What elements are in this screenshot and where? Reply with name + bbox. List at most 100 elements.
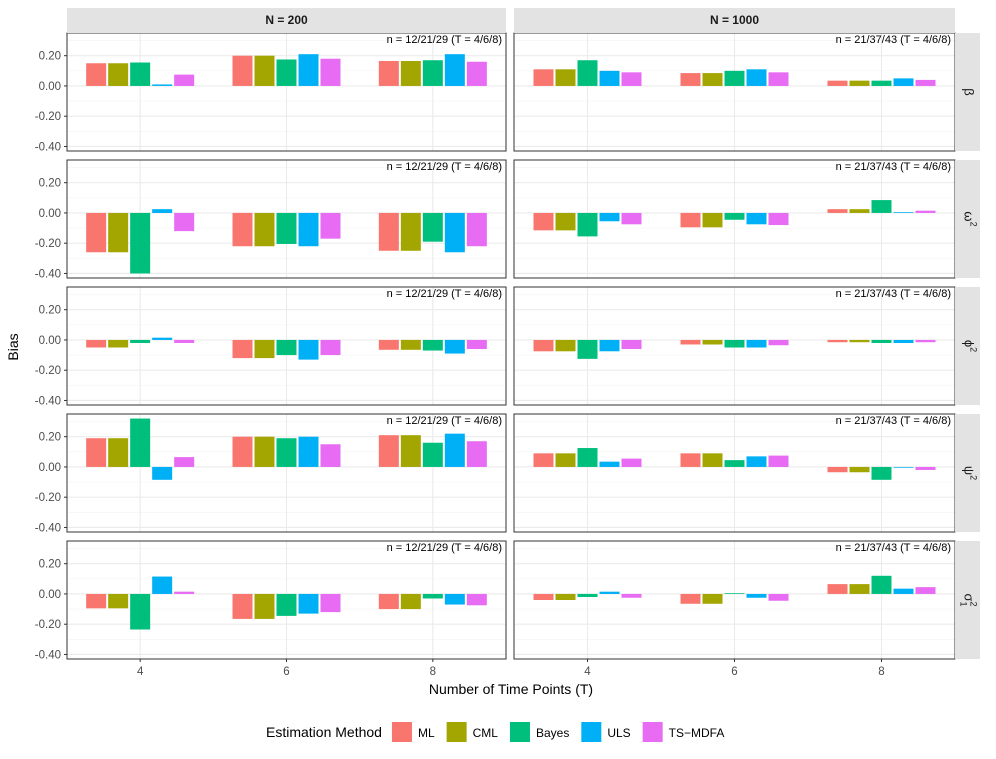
bar-ml-t8 — [378, 435, 399, 467]
axes: -0.40 -0.20 0.00 0.20 -0.40 -0.20 0.00 0.20 -0.4… — [35, 51, 885, 678]
column-strip-0 — [67, 8, 506, 33]
bar-uls-t4 — [599, 461, 620, 467]
bar-uls-t4 — [152, 466, 173, 480]
bar-cml-t4 — [108, 438, 129, 467]
y-tick-label: -0.40 — [35, 649, 61, 661]
bar-ml-t6 — [232, 339, 253, 359]
legend-key-cml — [446, 722, 467, 742]
row-symbol-psi2: ψ — [962, 466, 977, 475]
bar-ml-t4 — [533, 69, 554, 86]
bar-cml-t4 — [108, 593, 129, 609]
row-symbol-beta: β — [962, 88, 977, 95]
bar-ml-t8 — [378, 60, 399, 86]
bar-cml-t4 — [108, 212, 129, 253]
bar-ts-mdfa-t8 — [466, 441, 487, 467]
panel-border — [66, 159, 507, 279]
panel-sigma2-1: n = 21/37/43 (T = 4/6/8) — [513, 540, 956, 660]
panel-beta-1: n = 21/37/43 (T = 4/6/8) — [513, 32, 956, 152]
bar-bayes-t4 — [130, 212, 151, 274]
bar-ts-mdfa-t8 — [466, 593, 487, 606]
panel-phi2-1: n = 21/37/43 (T = 4/6/8) — [513, 286, 956, 406]
bar-ml-t4 — [86, 212, 107, 253]
bar-uls-t4 — [599, 339, 620, 352]
row-strip-sigma2 — [955, 541, 980, 659]
row-superscript-psi2: 2 — [969, 475, 979, 480]
y-tick-label: 0.20 — [39, 51, 61, 63]
bar-bayes-t8 — [422, 212, 443, 242]
row-strip-phi2 — [955, 287, 980, 405]
bar-uls-t8 — [444, 54, 465, 86]
bar-uls-t4 — [599, 70, 620, 86]
legend-title: Estimation Method — [266, 724, 382, 740]
bar-uls-t6 — [298, 212, 319, 247]
bar-uls-t8 — [893, 78, 914, 86]
bar-ml-t6 — [232, 55, 253, 86]
bar-cml-t6 — [702, 339, 723, 345]
bar-ts-mdfa-t4 — [174, 457, 195, 467]
bar-ts-mdfa-t4 — [174, 591, 195, 594]
bar-ml-t6 — [680, 339, 701, 345]
row-strip-label-phi2: ϕ2 — [962, 340, 979, 352]
row-symbol-omega2: ω — [962, 211, 977, 221]
panel-annotation: n = 21/37/43 (T = 4/6/8) — [836, 288, 951, 300]
bar-cml-t4 — [555, 69, 576, 86]
legend-key-ts-mdfa — [642, 722, 663, 742]
x-tick-label: 6 — [283, 666, 289, 678]
bar-ts-mdfa-t6 — [320, 212, 341, 239]
bar-ts-mdfa-t6 — [768, 593, 789, 601]
x-axis-title: Number of Time Points (T) — [429, 681, 593, 697]
bar-bayes-t4 — [577, 212, 598, 237]
bar-ts-mdfa-t6 — [768, 212, 789, 226]
panel-phi2-0: n = 12/21/29 (T = 4/6/8) — [66, 286, 507, 406]
bar-ml-t6 — [680, 212, 701, 228]
bar-cml-t6 — [702, 73, 723, 86]
legend-label-cml: CML — [473, 726, 499, 740]
bar-ml-t8 — [827, 584, 848, 594]
bar-ml-t6 — [680, 73, 701, 86]
bar-ts-mdfa-t8 — [915, 79, 936, 86]
bar-cml-t4 — [108, 339, 129, 348]
bar-uls-t8 — [893, 212, 914, 213]
panel-annotation: n = 12/21/29 (T = 4/6/8) — [387, 34, 502, 46]
bar-ts-mdfa-t6 — [768, 339, 789, 346]
bar-cml-t8 — [400, 593, 421, 610]
y-tick-label: 0.00 — [39, 208, 61, 220]
bar-ts-mdfa-t4 — [174, 339, 195, 343]
bar-bayes-t6 — [276, 593, 297, 616]
bar-ml-t6 — [680, 453, 701, 467]
bar-bayes-t4 — [577, 448, 598, 467]
bar-cml-t8 — [400, 435, 421, 467]
panel-sigma2-0: n = 12/21/29 (T = 4/6/8) — [66, 540, 507, 660]
row-symbol-sigma2: σ — [962, 593, 977, 601]
legend-label-ml: ML — [418, 726, 435, 740]
row-strip-omega2 — [955, 160, 980, 278]
panel-border — [66, 286, 507, 406]
bar-uls-t8 — [444, 212, 465, 253]
y-tick-label: 0.20 — [39, 432, 61, 444]
bar-ml-t4 — [533, 453, 554, 467]
bar-ml-t6 — [232, 593, 253, 619]
bar-cml-t8 — [849, 584, 870, 594]
bar-bayes-t8 — [422, 593, 443, 599]
y-tick-label: -0.40 — [35, 522, 61, 534]
y-tick-label: 0.20 — [39, 178, 61, 190]
legend-key-ml — [391, 722, 412, 742]
y-axis-title: Bias — [5, 333, 21, 360]
panel-psi2-0: n = 12/21/29 (T = 4/6/8) — [66, 413, 507, 533]
x-tick-label: 8 — [878, 666, 884, 678]
bar-bayes-t6 — [724, 70, 745, 86]
bar-ml-t8 — [827, 466, 848, 473]
bar-bayes-t8 — [422, 442, 443, 467]
bar-bayes-t6 — [724, 212, 745, 220]
panel-annotation: n = 21/37/43 (T = 4/6/8) — [836, 34, 951, 46]
bar-bayes-t6 — [276, 59, 297, 86]
panel-annotation: n = 12/21/29 (T = 4/6/8) — [387, 161, 502, 173]
bar-uls-t6 — [298, 436, 319, 467]
bar-ml-t4 — [533, 212, 554, 231]
bar-cml-t4 — [555, 212, 576, 231]
bar-ml-t6 — [680, 593, 701, 604]
bar-cml-t4 — [108, 63, 129, 86]
bar-ts-mdfa-t8 — [915, 210, 936, 213]
bar-ts-mdfa-t8 — [915, 587, 936, 594]
bar-uls-t6 — [746, 212, 767, 225]
